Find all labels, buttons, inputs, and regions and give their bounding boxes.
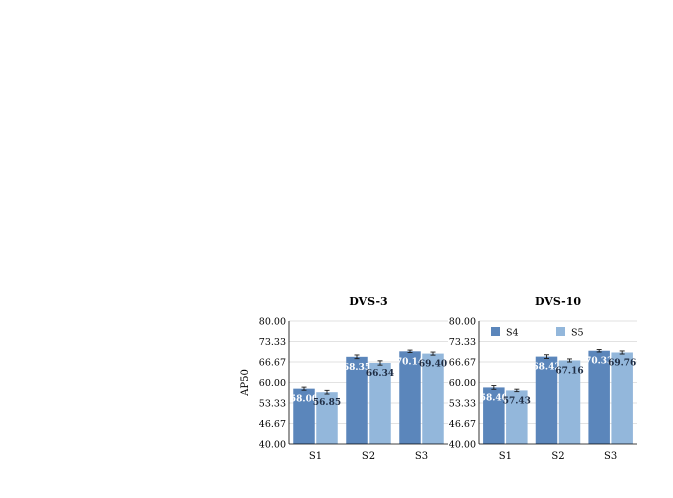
y-tick-label: 53.33 [259,399,286,410]
x-tick-label: S2 [362,451,375,462]
legend-swatch [491,327,500,336]
x-tick-label: S3 [415,451,428,462]
x-tick-label: S2 [551,451,564,462]
y-tick-label: 60.00 [449,378,476,389]
bar [558,360,581,444]
legend-swatch [556,327,565,336]
bar [588,350,610,444]
y-axis-label: AP50 [240,369,251,397]
bar [483,387,505,444]
data-label: 67.16 [555,366,583,376]
x-tick-label: S1 [309,451,322,462]
data-label: 66.34 [366,369,394,379]
y-tick-label: 60.00 [259,378,286,389]
legend-label: S5 [571,328,584,339]
data-label: 58.00 [290,395,318,405]
bar [422,353,444,444]
y-tick-label: 53.33 [449,399,476,410]
bar [293,388,315,444]
chart-panel-1: 80.00 73.33 66.67 60.00 53.33 46.67 40.00 58.00… [240,295,448,462]
chart-title: DVS-3 [349,295,387,308]
y-tick-label: 40.00 [449,440,476,451]
data-label: 70.33 [585,357,613,367]
y-tick-label: 73.33 [259,337,286,348]
chart-title: DVS-10 [535,295,581,308]
y-tick-label: 80.00 [449,317,476,328]
data-label: 56.85 [313,398,341,408]
y-tick-label: 66.67 [449,357,476,368]
data-label: 69.76 [608,358,636,368]
bar [399,351,421,444]
data-label: 57.43 [503,396,531,406]
bar [369,363,391,444]
legend-label: S4 [506,328,519,339]
data-label: 68.42 [532,363,560,373]
bar [506,390,528,444]
bar [316,392,338,444]
data-label: 58.40 [480,393,508,403]
y-tick-label: 80.00 [259,317,286,328]
bar [346,356,368,444]
y-tick-label: 40.00 [259,440,286,451]
bar [535,356,558,444]
x-tick-label: S3 [604,451,617,462]
y-tick-label: 73.33 [449,337,476,348]
data-label: 69.40 [419,360,447,370]
y-tick-label: 66.67 [259,357,286,368]
chart-panel-2: 80.00 73.33 66.67 60.00 53.33 46.67 40.00 58.40… [449,295,637,462]
y-tick-label: 46.67 [449,419,476,430]
y-tick-label: 46.67 [259,419,286,430]
data-label: 70.14 [396,357,424,367]
data-label: 68.35 [343,363,371,373]
bar [611,352,633,444]
x-tick-label: S1 [499,451,512,462]
legend: S4 S5 [491,327,584,339]
